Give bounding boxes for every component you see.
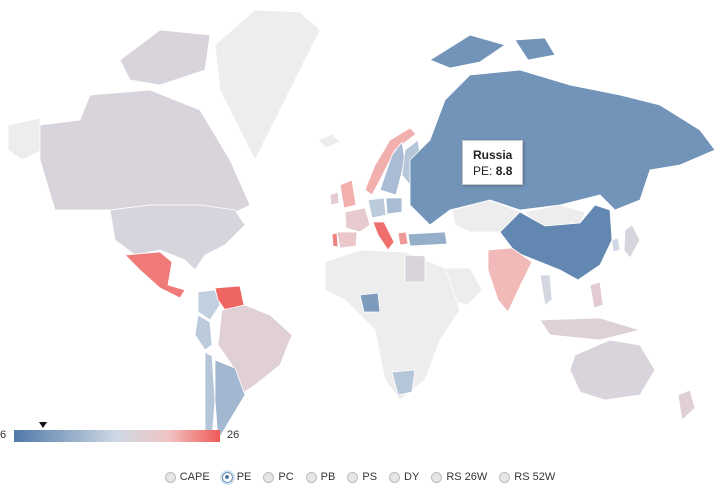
country-norway[interactable] [364, 127, 417, 196]
country-ireland[interactable] [329, 191, 340, 206]
legend-max-label: 26 [227, 429, 240, 441]
metric-radio-rs-52w[interactable]: RS 52W [499, 471, 555, 483]
country-spain[interactable] [336, 231, 358, 249]
country-canada[interactable] [39, 89, 251, 216]
country-canada[interactable] [119, 29, 211, 86]
metric-radio-label: PB [320, 471, 336, 483]
country-australia[interactable] [569, 339, 656, 401]
metric-radio-label: PS [362, 471, 378, 483]
metric-radio-label: RS 26W [446, 471, 488, 483]
country-argentina[interactable] [214, 359, 246, 442]
radio-indicator[interactable] [347, 471, 359, 483]
tooltip-metric-label: PE: [473, 164, 493, 178]
metric-radio-pe[interactable]: PE [221, 471, 252, 483]
country-italy[interactable] [372, 221, 395, 251]
tooltip-metric-row: PE: 8.8 [473, 163, 512, 179]
country-new-zealand[interactable] [677, 389, 696, 421]
radio-indicator[interactable] [263, 471, 275, 483]
country-russia[interactable] [514, 37, 556, 61]
country-iceland[interactable] [317, 133, 341, 149]
country-united-kingdom[interactable] [339, 179, 357, 209]
metric-selector: CAPE PE PC PB PS DY RS 26W RS 52W [0, 467, 720, 487]
metric-radio-dy[interactable]: DY [389, 471, 419, 483]
radio-indicator[interactable] [499, 471, 511, 483]
metric-radio-pc[interactable]: PC [263, 471, 294, 483]
metric-radio-ps[interactable]: PS [347, 471, 377, 483]
country-poland[interactable] [385, 197, 403, 215]
metric-radio-label: PC [278, 471, 294, 483]
country-south-africa[interactable] [391, 369, 416, 396]
radio-indicator[interactable] [431, 471, 443, 483]
country-alaska[interactable] [7, 117, 43, 161]
country-indonesia[interactable] [539, 317, 642, 341]
country-chile[interactable] [204, 351, 216, 441]
country-colombia[interactable] [197, 289, 221, 321]
country-portugal[interactable] [331, 232, 339, 248]
world-map-svg [7, 9, 716, 442]
radio-indicator[interactable] [221, 471, 233, 483]
country-sweden[interactable] [379, 141, 406, 196]
country-india[interactable] [487, 247, 533, 313]
metric-radio-label: RS 52W [514, 471, 556, 483]
legend-min-label: 6 [0, 429, 7, 441]
legend-gradient-bar [14, 430, 220, 442]
country-egypt[interactable] [404, 254, 426, 283]
country-russia[interactable] [429, 34, 506, 69]
country-peru[interactable] [194, 314, 213, 351]
country-france[interactable] [344, 207, 371, 233]
country-germany[interactable] [367, 197, 387, 219]
tooltip-metric-value: 8.8 [495, 164, 513, 178]
country-philippines[interactable] [589, 281, 604, 309]
legend-value-marker [38, 422, 47, 428]
country-turkey[interactable] [407, 231, 448, 247]
metric-radio-label: DY [404, 471, 420, 483]
country-mexico[interactable] [124, 251, 186, 299]
metric-radio-rs-26w[interactable]: RS 26W [431, 471, 487, 483]
world-map: Russia PE: 8.8 [7, 9, 716, 442]
metric-radio-label: PE [236, 471, 252, 483]
country-greenland[interactable] [214, 9, 321, 161]
country-japan[interactable] [623, 224, 641, 259]
country-south-korea[interactable] [611, 237, 621, 253]
metric-radio-pb[interactable]: PB [305, 471, 336, 483]
country-nigeria[interactable] [359, 292, 381, 313]
radio-indicator[interactable] [305, 471, 317, 483]
country-thailand[interactable] [539, 274, 553, 306]
tooltip-country-name: Russia [473, 148, 513, 162]
country-greece[interactable] [397, 231, 409, 246]
metric-radio-label: CAPE [179, 471, 210, 483]
metric-radio-cape[interactable]: CAPE [164, 471, 210, 483]
radio-indicator[interactable] [164, 471, 176, 483]
country-africa-nodata [324, 249, 461, 401]
country-tooltip: Russia PE: 8.8 [462, 140, 524, 185]
radio-indicator[interactable] [389, 471, 401, 483]
country-russia[interactable] [409, 69, 716, 226]
color-scale-legend: 6 26 [0, 418, 260, 448]
